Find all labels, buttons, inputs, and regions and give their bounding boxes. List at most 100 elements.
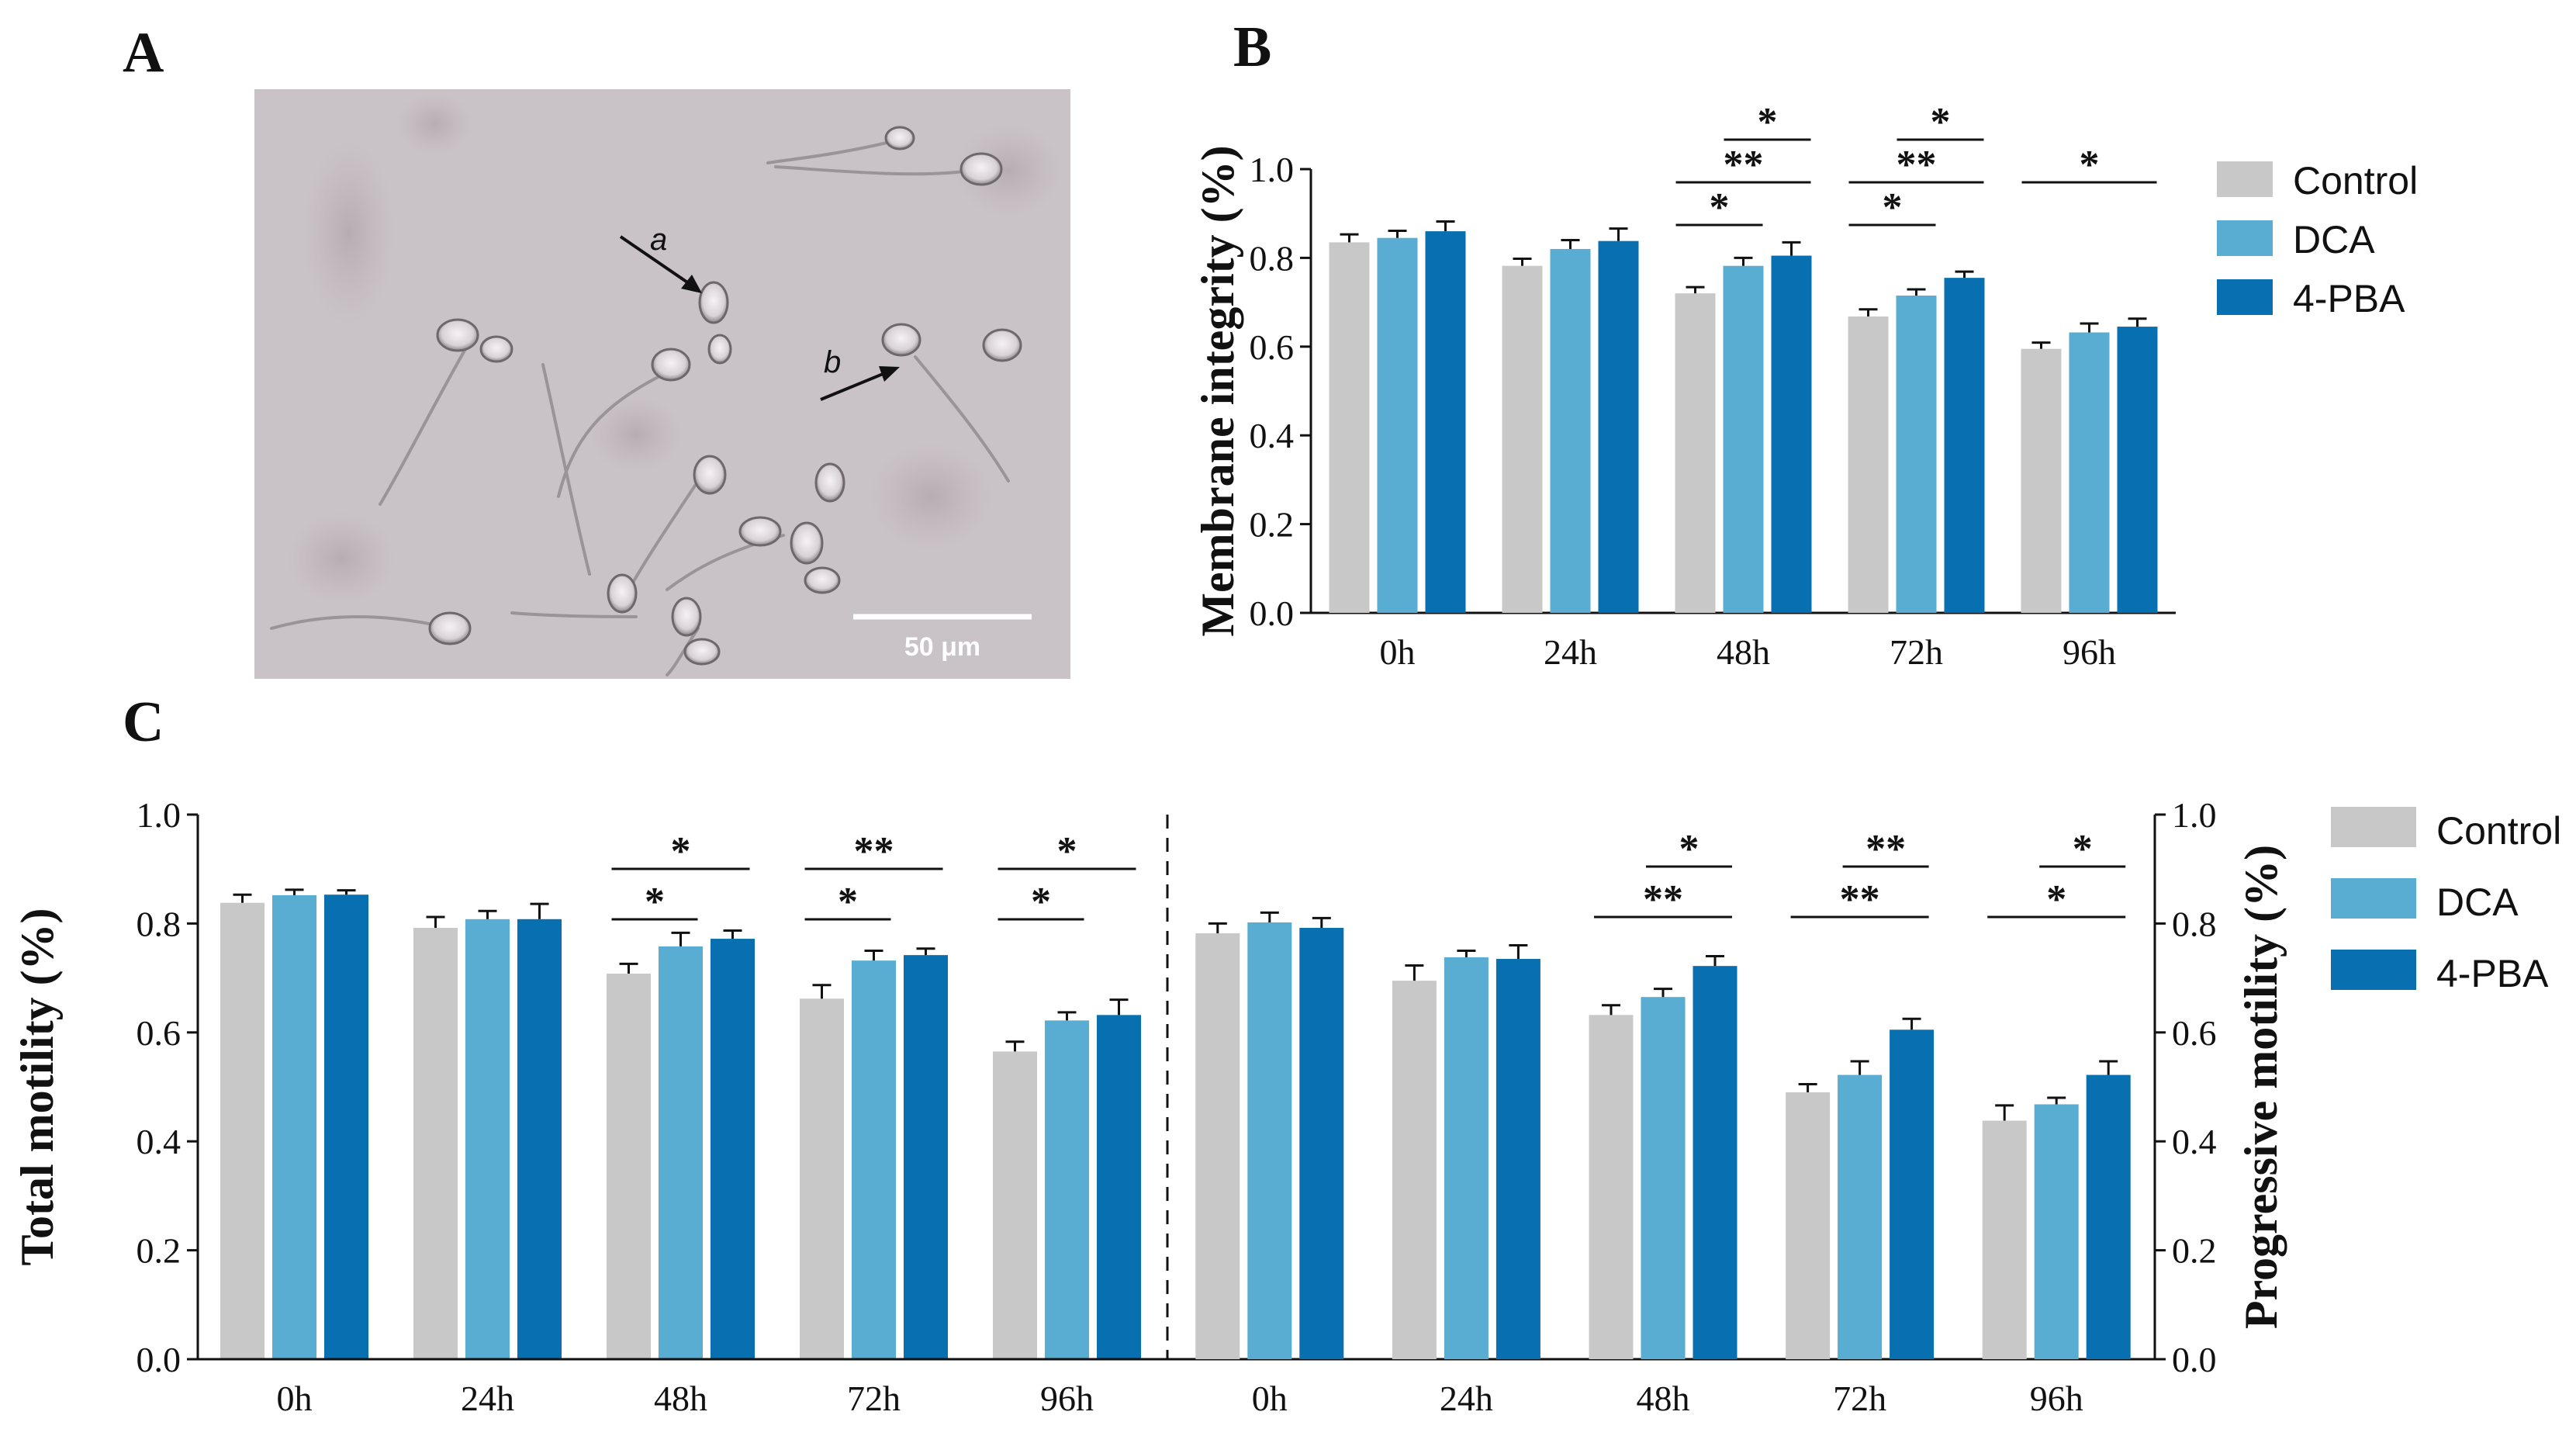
y-tick-label: 0.8 [1250, 238, 1295, 278]
scale-bar-label: 50 μm [904, 632, 980, 662]
bar-4pba-0h [324, 894, 368, 1359]
bar-4pba-48h [1771, 255, 1812, 613]
bar-control-96h [993, 1051, 1037, 1359]
x-tick-label: 72h [1890, 632, 1943, 672]
bar-dca-24h [1444, 957, 1489, 1359]
bar-4pba-96h [2086, 1074, 2131, 1359]
bar-4pba-0h [1299, 928, 1344, 1359]
bar-dca-72h [1896, 296, 1937, 613]
sperm-heads [428, 126, 1022, 666]
legend-label: Control [2293, 159, 2418, 202]
arrow-b [820, 366, 900, 401]
blur-blob [396, 93, 473, 155]
significance-label: * [1931, 100, 1951, 144]
chart-total-motility: 0.0 0.2 0.4 0.6 0.8 1.0 Total motility (%) 0h 24… [12, 795, 2155, 1418]
arrow-label-b: b [824, 345, 841, 379]
significance-label: * [1057, 829, 1077, 874]
legend-swatch-dca [2217, 220, 2273, 256]
bar-4pba-72h [1890, 1029, 1935, 1359]
legend-swatch-4pba [2217, 279, 2273, 315]
significance-label: * [645, 880, 665, 924]
bar-dca-24h [465, 919, 510, 1359]
arrow-a [619, 235, 702, 293]
bar-dca-0h [1377, 237, 1418, 613]
sperm-head [960, 152, 1003, 186]
y-axis-title: Membrane integrity (%) [1192, 145, 1243, 636]
sperm-head [881, 323, 921, 357]
bar-control-24h [1392, 981, 1437, 1359]
y-axis-title: Progressive motility (%) [2235, 845, 2287, 1329]
y-axis-title: Total motility (%) [12, 908, 63, 1265]
y-tick-label: 1.0 [137, 795, 182, 835]
bar-control-96h [2021, 348, 2062, 613]
chart-progressive-motility: 0.0 0.2 0.4 0.6 0.8 1.0 Progressive motility (… [1195, 795, 2287, 1418]
bar-control-0h [1329, 242, 1370, 613]
bar-4pba-24h [1495, 959, 1540, 1359]
sperm-head [790, 521, 824, 565]
legend-c: Control DCA 4-PBA [2331, 807, 2561, 995]
bar-control-72h [1786, 1092, 1831, 1359]
blur-blob [869, 442, 993, 551]
legend-swatch-4pba [2331, 950, 2416, 990]
blur-blob [303, 140, 396, 326]
bar-control-48h [1589, 1015, 1634, 1359]
significance-label: * [2073, 827, 2093, 871]
x-tick-label: 24h [1440, 1379, 1493, 1418]
sperm-head [804, 566, 841, 594]
sperm-head [671, 597, 702, 637]
sperm-head [738, 516, 782, 547]
bar-control-0h [220, 902, 265, 1359]
sperm-head [479, 335, 513, 363]
bar-4pba-48h [1693, 966, 1738, 1359]
significance-label: * [2080, 143, 2100, 187]
x-tick-label: 72h [1833, 1379, 1886, 1418]
y-tick-label: 0.0 [1250, 593, 1295, 633]
y-tick-label: 1.0 [2172, 795, 2217, 835]
significance-label: * [2046, 877, 2066, 922]
x-tick-label: 96h [2063, 632, 2116, 672]
significance-label: ** [1865, 827, 1906, 871]
legend-swatch-control [2331, 807, 2416, 847]
panel-letter-c: C [123, 690, 164, 754]
bar-control-24h [413, 928, 458, 1359]
arrow-label-a: a [650, 223, 667, 257]
bar-4pba-0h [1425, 231, 1466, 613]
micrograph: a b 50 μm [254, 89, 1070, 679]
sperm-head [884, 126, 915, 151]
sperm-head [607, 573, 638, 614]
bar-control-48h [1675, 293, 1716, 613]
y-tick-label: 0.8 [2172, 904, 2217, 943]
bar-dca-72h [1838, 1074, 1883, 1359]
x-tick-label: 48h [1717, 632, 1770, 672]
bar-dca-48h [1723, 265, 1764, 613]
sperm-head [693, 455, 727, 495]
sperm-head [436, 318, 479, 352]
sperm-head [698, 281, 729, 324]
y-tick-label: 0.6 [1250, 327, 1295, 367]
bar-control-24h [1502, 265, 1543, 613]
bar-dca-0h [272, 894, 316, 1359]
x-tick-label: 0h [1252, 1379, 1288, 1418]
x-tick-label: 96h [1040, 1379, 1094, 1418]
y-tick-label: 0.0 [137, 1340, 182, 1379]
bar-dca-48h [1641, 997, 1686, 1359]
bar-4pba-96h [1097, 1015, 1141, 1359]
y-tick-label: 0.4 [137, 1122, 182, 1161]
sperm-head [707, 334, 732, 365]
x-tick-label: 96h [2030, 1379, 2083, 1418]
y-tick-label: 0.2 [2172, 1231, 2217, 1271]
x-tick-label: 48h [654, 1379, 707, 1418]
bar-4pba-72h [904, 955, 948, 1359]
x-tick-label: 24h [1544, 632, 1597, 672]
bar-4pba-24h [517, 919, 562, 1359]
significance-label: * [671, 829, 691, 874]
y-tick-label: 1.0 [1250, 150, 1295, 189]
panel-letter-a: A [123, 21, 164, 85]
significance-label: ** [854, 829, 894, 874]
x-tick-label: 0h [277, 1379, 313, 1418]
bar-control-72h [1848, 316, 1889, 613]
significance-label: * [1679, 827, 1699, 871]
bar-4pba-96h [2117, 327, 2158, 613]
y-tick-label: 0.0 [2172, 1340, 2217, 1379]
bar-control-48h [607, 973, 651, 1359]
